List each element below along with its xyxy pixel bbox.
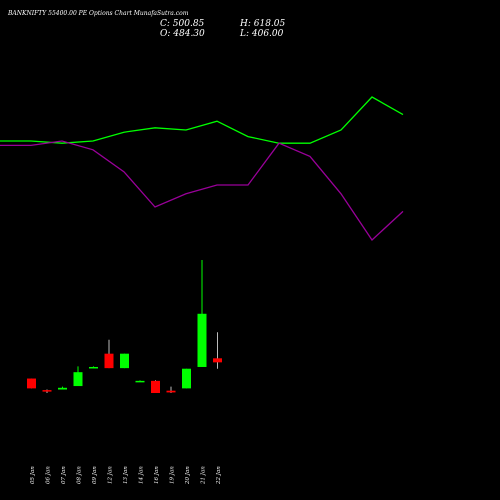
candle-06-jan <box>42 389 52 393</box>
x-tick-label: 08 Jan <box>77 466 83 484</box>
indicator-line-1 <box>0 140 404 241</box>
candle-body <box>151 380 160 393</box>
candle-body <box>197 313 207 367</box>
candle-body <box>213 358 222 363</box>
x-axis-labels: 05 Jan 06 Jan 07 Jan 08 Jan 09 Jan 12 Jan 13 J… <box>30 466 222 485</box>
candle-body <box>182 368 191 389</box>
x-tick-label: 07 Jan <box>61 466 67 484</box>
indicator-lines <box>0 96 404 241</box>
indicator-line-0 <box>0 96 404 144</box>
chart-title: BANKNIFTY 55400.00 PE Options Chart Muna… <box>8 10 189 17</box>
x-tick-label: 19 Jan <box>170 466 176 484</box>
candle-21-jan <box>197 260 207 367</box>
candle-body <box>42 390 52 392</box>
x-tick-label: 06 Jan <box>46 466 52 484</box>
close-value: C: 500.85 <box>160 19 205 29</box>
candle-body <box>27 378 36 389</box>
x-tick-label: 05 Jan <box>30 466 36 484</box>
candle-19-jan <box>166 386 176 393</box>
high-value: H: 618.05 <box>240 19 286 29</box>
x-tick-label: 16 Jan <box>154 466 160 484</box>
candle-body <box>73 372 83 387</box>
candle-16-jan <box>151 380 160 393</box>
candle-20-jan <box>182 368 191 389</box>
x-tick-label: 22 Jan <box>216 466 222 485</box>
x-tick-label: 09 Jan <box>92 466 98 484</box>
candle-body <box>166 390 176 393</box>
candle-14-jan <box>135 380 145 383</box>
x-tick-label: 20 Jan <box>185 466 191 485</box>
x-tick-label: 21 Jan <box>201 466 207 485</box>
candle-05-jan <box>27 378 36 389</box>
candle-08-jan <box>73 366 83 387</box>
candle-13-jan <box>120 353 129 369</box>
candle-22-jan <box>213 332 222 369</box>
candle-09-jan <box>89 366 98 369</box>
candlesticks <box>27 260 222 393</box>
candle-body <box>104 353 114 369</box>
x-tick-label: 13 Jan <box>123 466 129 484</box>
candle-body <box>58 387 67 390</box>
x-tick-label: 14 Jan <box>139 466 145 484</box>
candle-body <box>89 366 98 369</box>
candle-body <box>120 353 129 369</box>
candle-12-jan <box>104 339 114 369</box>
candle-body <box>135 380 145 383</box>
open-value: O: 484.30 <box>160 29 205 39</box>
low-value: L: 406.00 <box>240 29 284 39</box>
candle-07-jan <box>58 386 67 390</box>
x-tick-label: 12 Jan <box>108 466 114 484</box>
